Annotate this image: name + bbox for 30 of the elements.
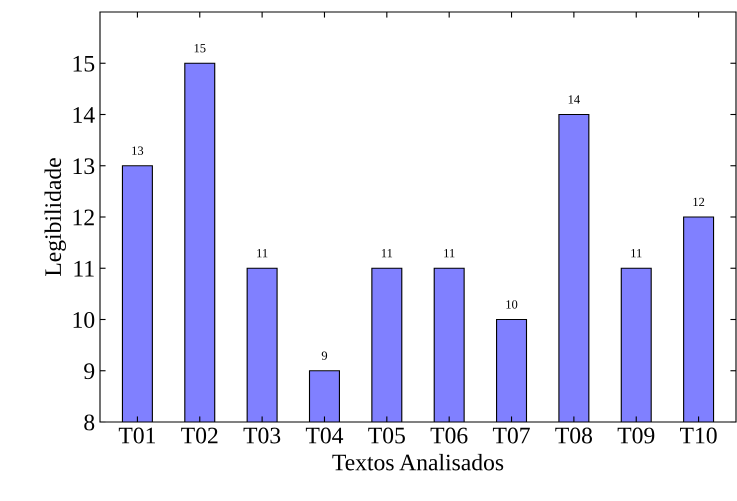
y-tick-label: 12 xyxy=(74,210,94,226)
x-tick-label: T07 xyxy=(492,428,530,444)
data-label: 10 xyxy=(506,300,518,309)
y-tick-label: 9 xyxy=(84,363,94,380)
data-label: 14 xyxy=(568,95,580,104)
x-tick-label: T05 xyxy=(368,428,405,444)
x-tick-label: T09 xyxy=(618,428,654,444)
x-tick-label: T06 xyxy=(430,428,468,444)
y-tick-label: 15 xyxy=(74,56,94,72)
x-tick-label: T10 xyxy=(680,428,717,444)
data-label: 13 xyxy=(132,146,144,155)
y-tick-label: 14 xyxy=(74,107,95,123)
y-tick-label: 13 xyxy=(74,158,94,174)
data-label: 9 xyxy=(322,351,328,360)
data-label: 11 xyxy=(257,249,268,258)
y-tick-label: 10 xyxy=(74,312,94,328)
x-tick-label: T01 xyxy=(118,428,156,444)
x-tick-label: T03 xyxy=(244,428,280,444)
x-axis-title: Textos Analisados xyxy=(332,454,504,470)
y-tick-label: 8 xyxy=(84,414,94,430)
x-tick-label: T08 xyxy=(555,428,592,444)
x-tick-label: T04 xyxy=(306,428,344,444)
data-label: 12 xyxy=(693,198,704,206)
x-tick-label: T02 xyxy=(181,428,218,444)
data-label: 11 xyxy=(382,249,392,258)
data-label: 11 xyxy=(631,249,642,258)
y-axis-title: Legibilidade xyxy=(44,158,66,276)
data-label: 11 xyxy=(444,249,454,258)
y-tick-label: 11 xyxy=(74,260,94,276)
data-label: 15 xyxy=(194,44,206,52)
